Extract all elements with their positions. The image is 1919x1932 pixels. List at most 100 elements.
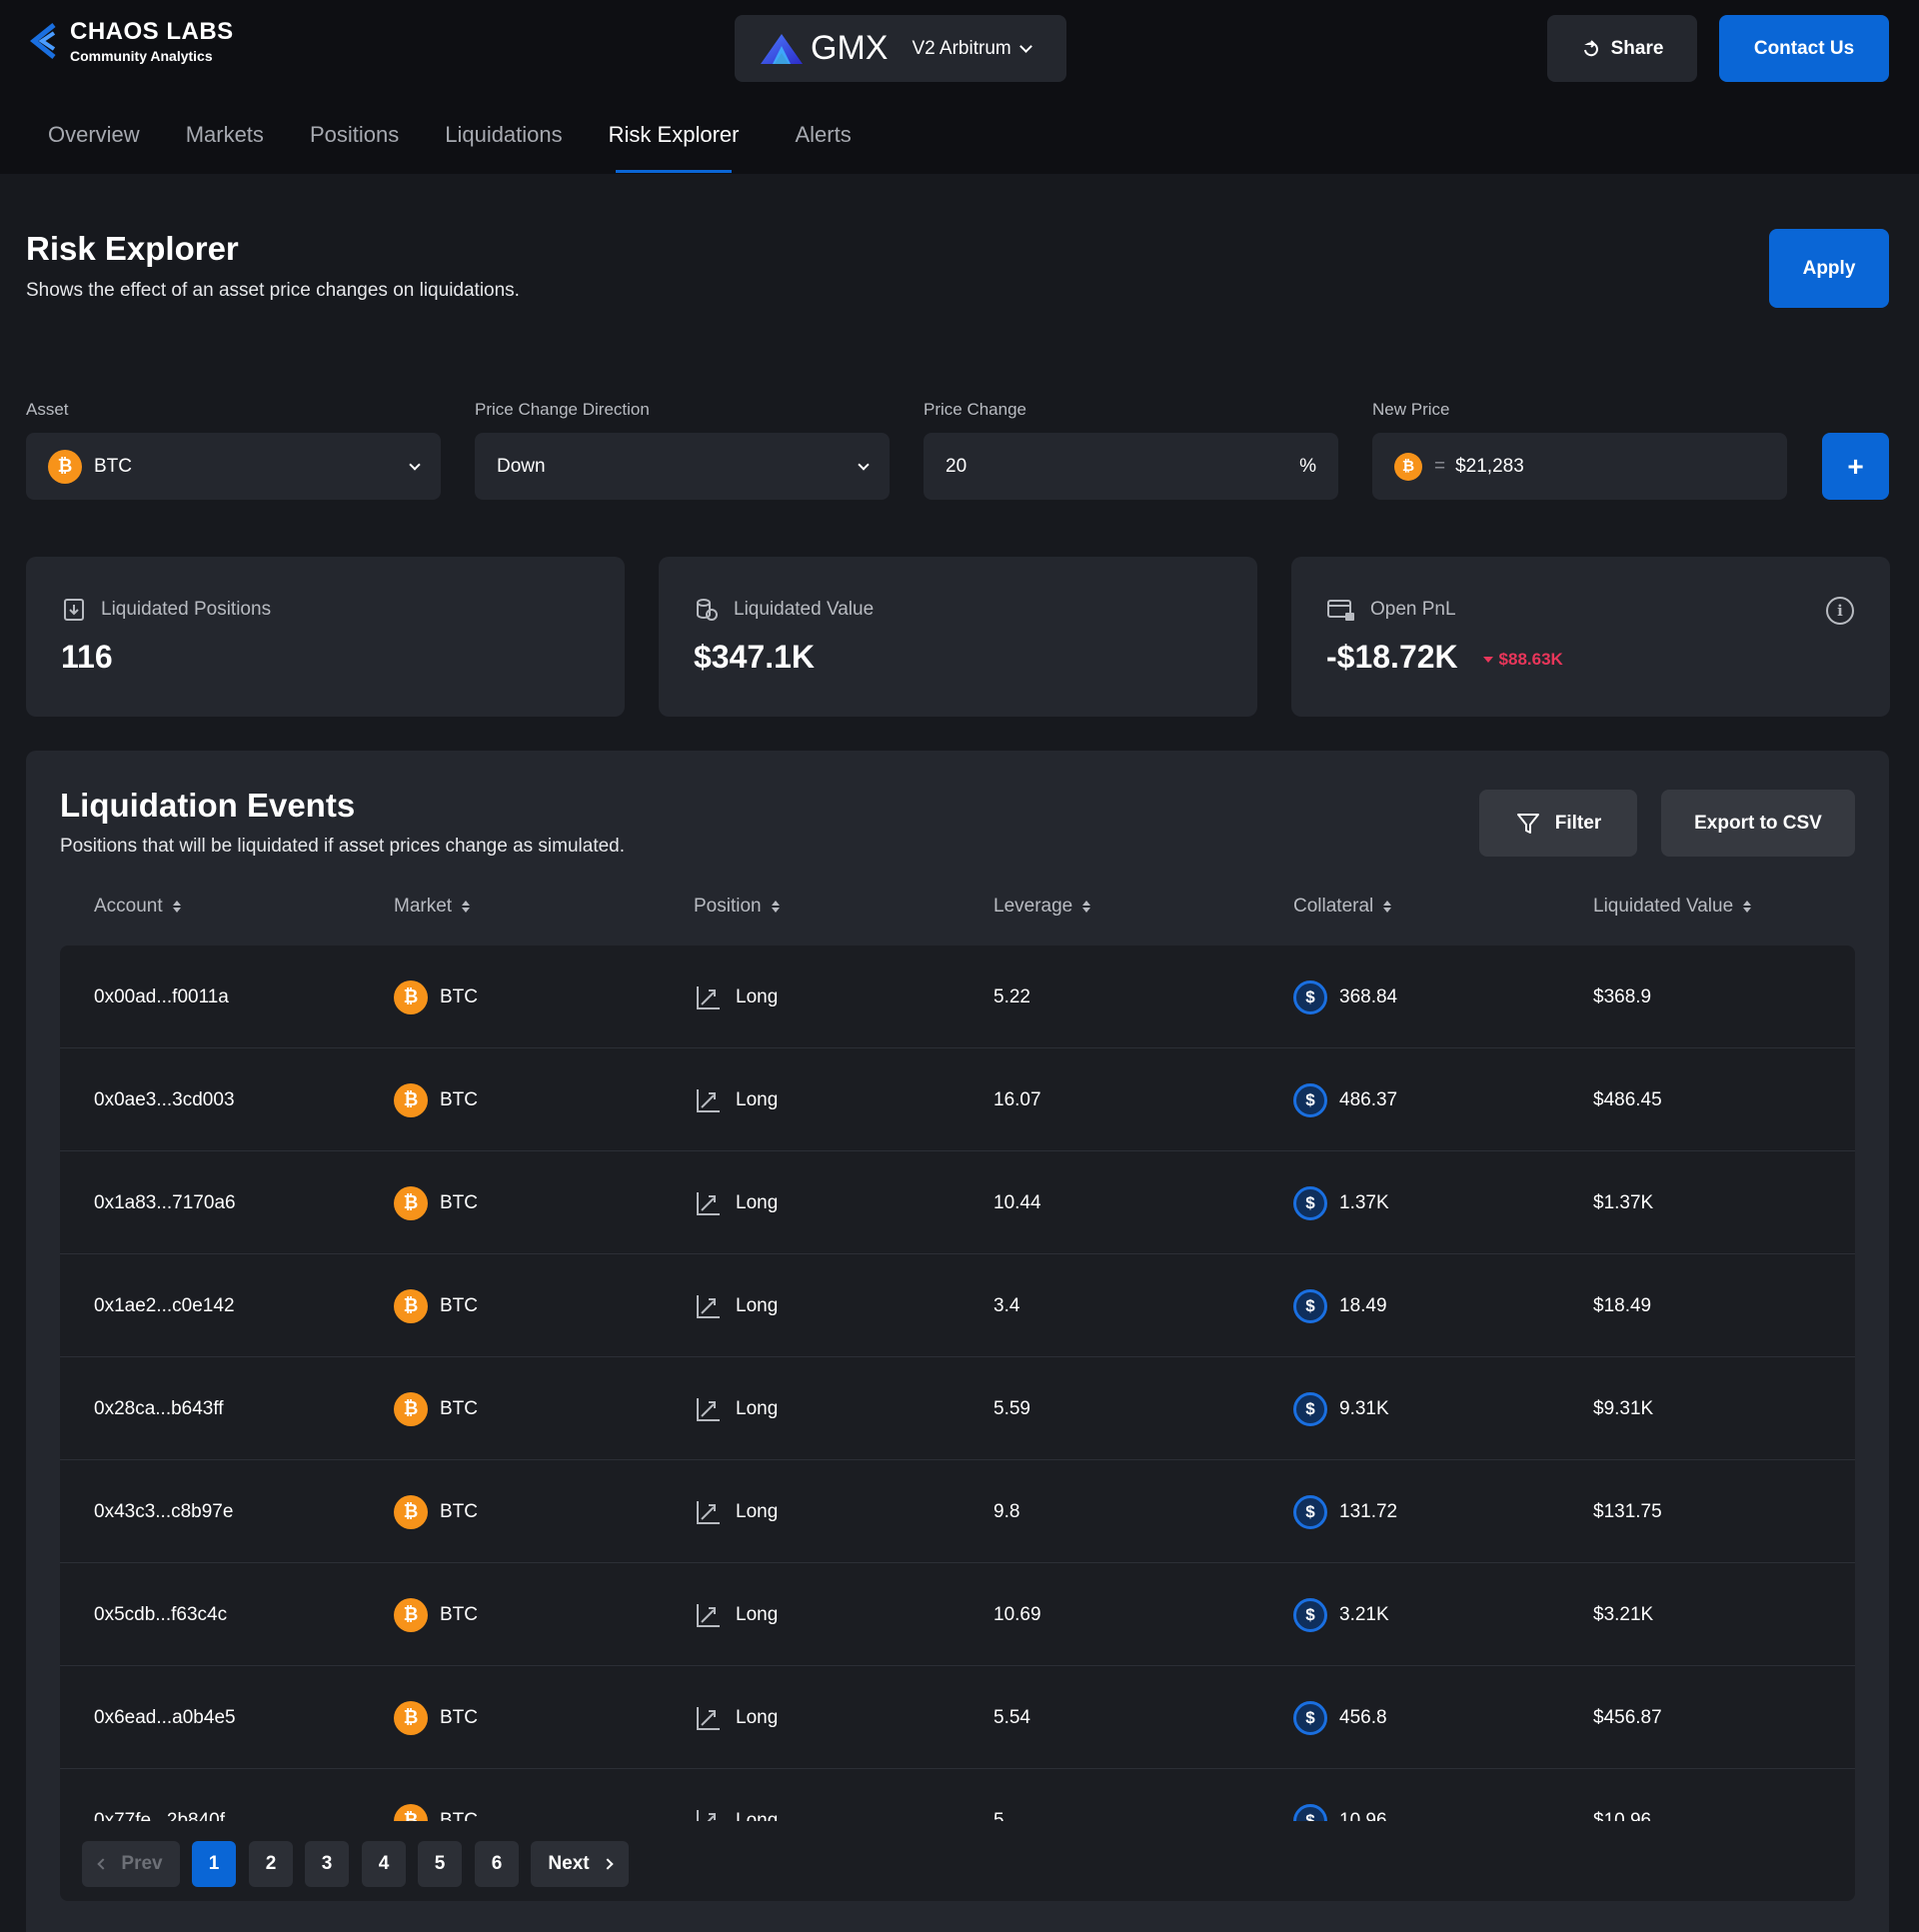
long-position-icon [697, 985, 720, 1009]
tab-overview[interactable]: Overview [48, 122, 140, 147]
collateral-cell: $18.49 [1293, 1254, 1387, 1357]
column-liquidated-value[interactable]: Liquidated Value [1593, 896, 1752, 918]
table-row[interactable]: 0x28ca...b643ff ₿ BTC Long 5.59 $9.31K $9.31K [60, 1357, 1855, 1460]
filter-label: Filter [1554, 812, 1602, 834]
leverage-value: 16.07 [993, 1088, 1041, 1110]
price-change-input[interactable]: 20 % [924, 433, 1338, 500]
events-title: Liquidation Events [60, 787, 356, 824]
page-button-1[interactable]: 1 [192, 1841, 236, 1887]
page-button-4[interactable]: 4 [362, 1841, 406, 1887]
coins-icon [697, 599, 718, 621]
tab-markets[interactable]: Markets [185, 122, 264, 147]
usdc-icon: $ [1293, 1082, 1327, 1117]
leverage-cell: 5 [993, 1769, 1004, 1822]
column-leverage[interactable]: Leverage [993, 896, 1091, 918]
share-button[interactable]: Share [1547, 15, 1697, 82]
chevron-down-icon [409, 458, 421, 471]
column-liquidated-value-label: Liquidated Value [1593, 896, 1734, 917]
position-side: Long [736, 1397, 779, 1419]
tab-alerts[interactable]: Alerts [795, 122, 852, 147]
prev-page-button[interactable]: Prev [82, 1841, 180, 1887]
long-position-icon [697, 1706, 720, 1730]
sort-icon [1743, 901, 1752, 913]
liquidated-value: $10.96 [1593, 1809, 1652, 1822]
column-collateral[interactable]: Collateral [1293, 896, 1392, 918]
asset-select[interactable]: ₿ BTC [26, 433, 441, 500]
page-button-6[interactable]: 6 [475, 1841, 519, 1887]
market-name: BTC [440, 1294, 478, 1316]
page-button-2[interactable]: 2 [249, 1841, 293, 1887]
collateral-cell: $1.37K [1293, 1151, 1389, 1254]
column-market[interactable]: Market [394, 896, 471, 918]
liquidated-positions-value: 116 [61, 639, 113, 675]
position-cell: Long [694, 1769, 778, 1821]
info-icon[interactable]: i [1826, 597, 1854, 625]
collateral-value: 9.31K [1339, 1397, 1389, 1419]
account-cell[interactable]: 0x1ae2...c0e142 [94, 1254, 235, 1357]
table-body[interactable]: 0x00ad...f0011a ₿ BTC Long 5.22 $368.84 $368.9… [60, 946, 1855, 1821]
apply-button[interactable]: Apply [1769, 229, 1889, 308]
long-position-icon [697, 1397, 720, 1421]
column-account[interactable]: Account [94, 896, 181, 918]
contact-us-button[interactable]: Contact Us [1719, 15, 1889, 82]
position-cell: Long [694, 1048, 778, 1151]
add-asset-button[interactable]: + [1822, 433, 1889, 500]
table-row[interactable]: 0x00ad...f0011a ₿ BTC Long 5.22 $368.84 $368.9 [60, 946, 1855, 1048]
column-position[interactable]: Position [694, 896, 780, 918]
account-cell[interactable]: 0x5cdb...f63c4c [94, 1563, 227, 1666]
usdc-icon: $ [1293, 1494, 1327, 1529]
export-csv-button[interactable]: Export to CSV [1661, 790, 1855, 857]
btc-icon: ₿ [394, 1494, 428, 1529]
page-button-3[interactable]: 3 [305, 1841, 349, 1887]
btc-icon: ₿ [394, 1700, 428, 1735]
protocol-selector[interactable]: GMX V2 Arbitrum [735, 15, 1066, 82]
open-pnl-label: Open PnL [1370, 599, 1456, 620]
sort-icon [172, 901, 181, 913]
liquidated-value-cell: $486.45 [1593, 1048, 1662, 1151]
liquidated-value: $456.87 [1593, 1706, 1662, 1728]
liquidation-icon [64, 599, 84, 621]
account-cell[interactable]: 0x28ca...b643ff [94, 1357, 224, 1460]
column-position-label: Position [694, 896, 762, 917]
account-cell[interactable]: 0x43c3...c8b97e [94, 1460, 233, 1563]
chaos-labs-logo[interactable]: CHAOS LABS Community Analytics [26, 18, 234, 64]
leverage-value: 9.8 [993, 1500, 1020, 1522]
account-cell[interactable]: 0x6ead...a0b4e5 [94, 1666, 236, 1769]
direction-select[interactable]: Down [475, 433, 890, 500]
long-position-icon [697, 1294, 720, 1318]
account-cell[interactable]: 0x0ae3...3cd003 [94, 1048, 235, 1151]
position-side: Long [736, 1294, 779, 1316]
page-button-5[interactable]: 5 [418, 1841, 462, 1887]
position-cell: Long [694, 1357, 778, 1460]
table-row[interactable]: 0x77fe...2b840f ₿ BTC Long 5 $10.96 $10.96 [60, 1769, 1855, 1821]
market-name: BTC [440, 1191, 478, 1213]
table-row[interactable]: 0x6ead...a0b4e5 ₿ BTC Long 5.54 $456.8 $456.87 [60, 1666, 1855, 1769]
table-row[interactable]: 0x5cdb...f63c4c ₿ BTC Long 10.69 $3.21K $3.21K [60, 1563, 1855, 1666]
tab-liquidations[interactable]: Liquidations [445, 122, 563, 147]
table-row[interactable]: 0x0ae3...3cd003 ₿ BTC Long 16.07 $486.37 $486.… [60, 1048, 1855, 1151]
usdc-icon: $ [1293, 1185, 1327, 1220]
tab-risk-explorer[interactable]: Risk Explorer [609, 122, 739, 174]
account-cell[interactable]: 0x1a83...7170a6 [94, 1151, 236, 1254]
market-name: BTC [440, 1603, 478, 1625]
table-row[interactable]: 0x1ae2...c0e142 ₿ BTC Long 3.4 $18.49 $18.49 [60, 1254, 1855, 1357]
market-cell: ₿ BTC [394, 1151, 478, 1254]
liquidated-value-cell: $18.49 [1593, 1254, 1651, 1357]
account-cell[interactable]: 0x00ad...f0011a [94, 946, 229, 1048]
liquidated-positions-label: Liquidated Positions [101, 599, 272, 620]
collateral-cell: $456.8 [1293, 1666, 1387, 1769]
sort-icon [771, 901, 780, 913]
market-name: BTC [440, 1397, 478, 1419]
table-row[interactable]: 0x1a83...7170a6 ₿ BTC Long 10.44 $1.37K $1.37K [60, 1151, 1855, 1254]
triangle-down-icon [1482, 656, 1493, 663]
table-row[interactable]: 0x43c3...c8b97e ₿ BTC Long 9.8 $131.72 $131.75 [60, 1460, 1855, 1563]
usdc-icon: $ [1293, 1803, 1327, 1821]
btc-icon: ₿ [394, 979, 428, 1014]
direction-value: Down [497, 455, 546, 477]
filter-icon [1516, 813, 1539, 834]
filter-button[interactable]: Filter [1479, 790, 1637, 857]
leverage-cell: 10.44 [993, 1151, 1041, 1254]
account-cell[interactable]: 0x77fe...2b840f [94, 1769, 225, 1822]
tab-positions[interactable]: Positions [309, 122, 400, 147]
next-page-button[interactable]: Next [531, 1841, 629, 1887]
